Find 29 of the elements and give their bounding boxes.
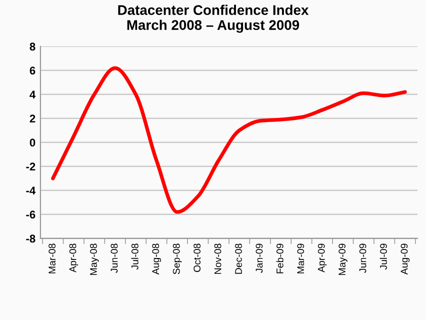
x-tick-label: Apr-08 [69, 244, 78, 272]
y-tick-label: 4 [30, 90, 36, 98]
x-tick-label: Dec-08 [235, 244, 242, 274]
y-tick-label: -8 [26, 234, 36, 243]
x-tick-label: Oct-08 [194, 244, 201, 272]
y-tick-label: 2 [30, 114, 36, 122]
x-tick-label: Feb-09 [276, 244, 284, 274]
y-tick-label: 8 [30, 42, 36, 51]
x-tick-label: Sep-08 [172, 244, 182, 274]
x-tick-label: Aug-08 [152, 244, 162, 275]
x-tick-label: Aug-09 [400, 244, 410, 275]
x-tick-label: Mar-09 [297, 244, 304, 274]
x-tick-label: Apr-09 [318, 244, 327, 272]
y-tick-label: -4 [26, 186, 36, 194]
x-tick-label: May-08 [90, 244, 99, 275]
line-series [51, 66, 407, 214]
y-tick-label: -6 [26, 210, 36, 219]
x-tick-label: May-09 [338, 244, 348, 275]
y-tick-label: 6 [30, 66, 36, 75]
chart-title: Datacenter Confidence Index March 2008 – August 2009 [118, 4, 309, 33]
x-tick-label: Jun-09 [359, 244, 366, 273]
x-tick-label: Jan-09 [256, 244, 263, 273]
y-tick-label: 0 [30, 138, 36, 147]
y-tick-label: -2 [26, 162, 36, 170]
x-tick-label: Jul-08 [131, 244, 138, 270]
x-tick-label: Jun-08 [110, 244, 118, 273]
x-tick-label: Nov-08 [214, 244, 222, 274]
x-tick-label: Jul-09 [380, 244, 387, 270]
x-tick-label: Mar-08 [48, 244, 56, 274]
